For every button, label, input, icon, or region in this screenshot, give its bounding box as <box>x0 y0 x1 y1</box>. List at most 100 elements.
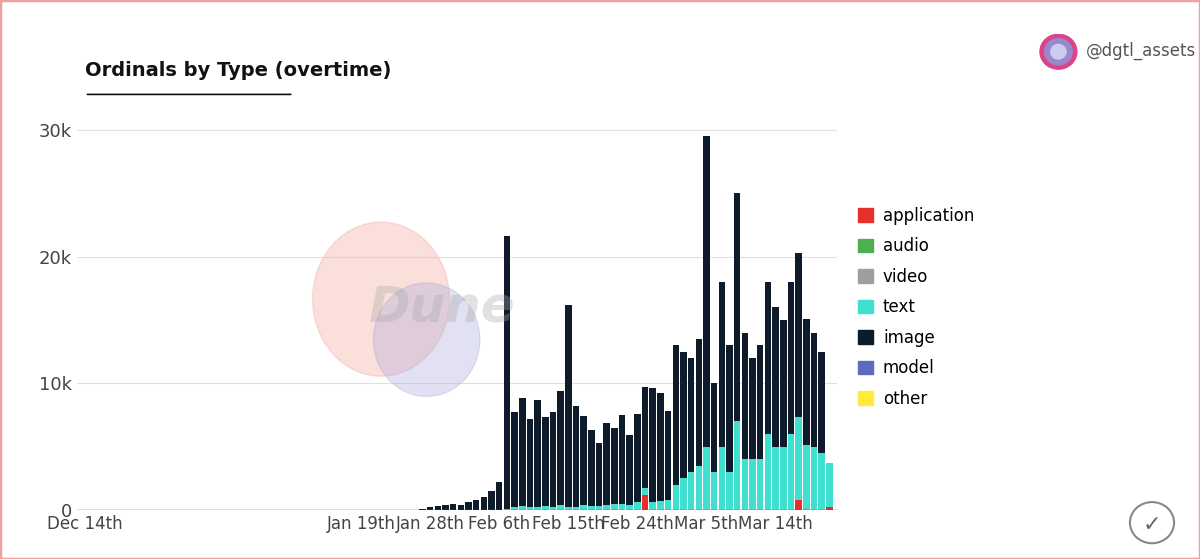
Bar <box>604 505 610 510</box>
Bar <box>742 333 748 459</box>
Bar <box>719 282 725 447</box>
Bar <box>773 307 779 447</box>
Bar <box>572 406 580 508</box>
Bar <box>550 413 557 508</box>
Legend: application, audio, video, text, image, model, other: application, audio, video, text, image, … <box>853 202 979 413</box>
Bar <box>811 447 817 510</box>
Bar <box>796 500 802 510</box>
Bar <box>818 453 824 510</box>
Bar <box>787 434 794 510</box>
Ellipse shape <box>373 283 480 396</box>
Bar <box>757 459 763 510</box>
Bar <box>443 505 449 510</box>
Bar <box>595 443 602 506</box>
Bar <box>826 508 833 510</box>
Bar <box>696 466 702 510</box>
Bar <box>588 430 594 506</box>
Bar <box>527 419 533 508</box>
Circle shape <box>1044 39 1073 65</box>
Bar <box>511 508 518 510</box>
Bar <box>688 472 695 510</box>
Bar <box>595 506 602 510</box>
Ellipse shape <box>312 222 449 376</box>
Bar <box>572 508 580 510</box>
Bar <box>719 447 725 510</box>
Bar <box>726 345 733 472</box>
Bar <box>480 498 487 510</box>
Bar <box>780 447 786 510</box>
Bar <box>826 463 833 508</box>
Bar <box>742 459 748 510</box>
Text: @dgtl_assets: @dgtl_assets <box>1086 42 1196 60</box>
Bar <box>565 305 571 508</box>
Bar <box>796 253 802 418</box>
Bar <box>504 509 510 510</box>
Bar <box>427 508 433 510</box>
Bar <box>757 345 763 459</box>
Bar <box>466 503 472 510</box>
Circle shape <box>1051 45 1066 59</box>
Bar <box>642 489 648 495</box>
Text: Ordinals by Type (overtime): Ordinals by Type (overtime) <box>84 61 391 80</box>
Bar <box>680 479 686 510</box>
Bar <box>710 383 718 472</box>
Bar <box>518 399 526 506</box>
Bar <box>527 508 533 510</box>
Bar <box>434 506 442 510</box>
Bar <box>604 423 610 505</box>
Bar <box>642 387 648 489</box>
Bar <box>803 509 810 510</box>
Bar <box>496 482 503 510</box>
Bar <box>588 506 594 510</box>
Bar <box>818 352 824 453</box>
Bar <box>649 389 656 503</box>
Bar <box>534 400 541 508</box>
Bar <box>581 416 587 505</box>
Bar <box>734 421 740 510</box>
Bar <box>665 411 671 500</box>
Bar <box>734 193 740 421</box>
Bar <box>534 508 541 510</box>
Bar <box>488 491 494 510</box>
Text: Dune: Dune <box>368 283 515 331</box>
Bar <box>780 320 786 447</box>
Bar <box>803 319 810 446</box>
Bar <box>649 503 656 510</box>
Bar <box>634 503 641 510</box>
Bar <box>764 282 772 434</box>
Bar <box>619 504 625 510</box>
Circle shape <box>1040 34 1076 69</box>
Bar <box>504 236 510 509</box>
Text: ✓: ✓ <box>1142 515 1162 536</box>
Bar <box>710 472 718 510</box>
Bar <box>557 391 564 505</box>
Bar <box>419 509 426 510</box>
Bar <box>565 508 571 510</box>
Bar <box>787 282 794 434</box>
Bar <box>672 485 679 510</box>
Bar <box>626 505 632 510</box>
Bar <box>773 447 779 510</box>
Bar <box>749 358 756 459</box>
Bar <box>680 352 686 479</box>
Bar <box>550 508 557 510</box>
Bar <box>518 506 526 510</box>
Bar <box>619 415 625 504</box>
Bar <box>450 504 456 510</box>
Bar <box>457 505 464 510</box>
Bar <box>511 413 518 508</box>
Bar <box>557 505 564 510</box>
Bar <box>703 447 709 510</box>
Bar <box>542 418 548 506</box>
Bar <box>611 504 618 510</box>
Bar <box>634 414 641 503</box>
Bar <box>658 394 664 501</box>
Bar <box>611 428 618 504</box>
Bar <box>581 505 587 510</box>
Bar <box>764 434 772 510</box>
Bar <box>703 136 709 447</box>
Bar <box>542 506 548 510</box>
Bar <box>665 500 671 510</box>
Bar <box>672 345 679 485</box>
Bar <box>803 446 810 509</box>
